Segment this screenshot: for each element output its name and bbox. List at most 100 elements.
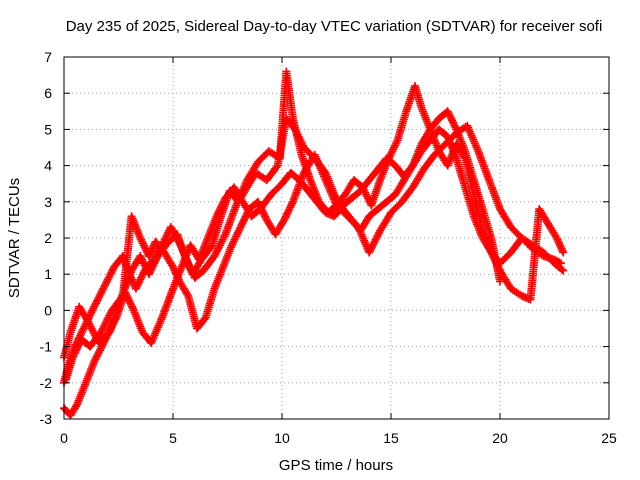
chart-title: Day 235 of 2025, Sidereal Day-to-day VTE… bbox=[66, 18, 603, 35]
data-point bbox=[91, 300, 100, 309]
y-tick-label: 6 bbox=[44, 85, 52, 101]
data-point bbox=[95, 348, 104, 357]
data-point bbox=[216, 205, 225, 214]
data-point bbox=[444, 109, 453, 118]
data-point bbox=[255, 201, 264, 210]
data-point bbox=[137, 235, 146, 244]
data-point bbox=[555, 239, 564, 248]
data-point bbox=[259, 208, 268, 217]
y-tick-labels: -3 -2 -1 0 1 2 3 4 5 6 7 bbox=[40, 49, 53, 427]
data-point bbox=[384, 154, 393, 163]
data-point bbox=[367, 244, 376, 253]
data-point bbox=[460, 152, 469, 161]
data-point bbox=[100, 320, 109, 329]
data-point bbox=[272, 163, 281, 172]
data-point bbox=[559, 248, 568, 257]
x-tick-label: 25 bbox=[601, 430, 617, 446]
data-point bbox=[362, 190, 371, 199]
data-point bbox=[386, 150, 395, 159]
data-point bbox=[105, 311, 114, 320]
x-tick-label: 5 bbox=[169, 430, 177, 446]
data-point bbox=[108, 266, 117, 275]
data-point bbox=[448, 118, 457, 127]
data-point bbox=[282, 210, 291, 219]
data-point bbox=[385, 152, 394, 161]
data-point bbox=[147, 264, 156, 273]
axis-ticks bbox=[63, 56, 610, 420]
data-point bbox=[125, 297, 134, 306]
data-point bbox=[214, 243, 223, 252]
data-point bbox=[216, 203, 225, 212]
data-point bbox=[97, 328, 106, 337]
data-point bbox=[86, 322, 95, 331]
data-point bbox=[89, 304, 98, 313]
data-point bbox=[100, 282, 109, 291]
data-point bbox=[131, 284, 140, 293]
data-point bbox=[257, 205, 266, 214]
data-point bbox=[387, 148, 396, 157]
data-point bbox=[390, 143, 399, 152]
data-point bbox=[137, 253, 146, 262]
data-point bbox=[169, 262, 177, 271]
y-tick-label: 5 bbox=[44, 121, 52, 137]
data-point bbox=[367, 243, 376, 252]
data-point bbox=[97, 326, 106, 335]
data-point bbox=[96, 290, 105, 299]
data-point bbox=[106, 310, 115, 319]
data-point bbox=[138, 257, 147, 266]
data-point bbox=[487, 248, 496, 257]
data-point bbox=[135, 277, 144, 286]
data-point bbox=[148, 262, 157, 271]
data-point bbox=[173, 272, 182, 281]
data-point bbox=[124, 295, 133, 304]
x-tick-label: 20 bbox=[492, 430, 508, 446]
data-point bbox=[137, 273, 146, 282]
data-point bbox=[90, 302, 99, 311]
series-track-b bbox=[60, 125, 568, 420]
data-point bbox=[93, 351, 102, 360]
data-point bbox=[187, 266, 196, 275]
data-point bbox=[216, 239, 225, 248]
data-point bbox=[146, 248, 155, 257]
data-point bbox=[78, 326, 87, 335]
data-point bbox=[145, 268, 154, 277]
data-point bbox=[234, 226, 243, 235]
data-point bbox=[132, 282, 141, 291]
data-point bbox=[238, 219, 247, 228]
data-point bbox=[555, 241, 564, 250]
data-point bbox=[88, 326, 97, 335]
data-point bbox=[103, 315, 112, 324]
data-point bbox=[218, 235, 227, 244]
data-point bbox=[493, 261, 502, 270]
data-point bbox=[138, 239, 147, 248]
data-point bbox=[446, 112, 455, 121]
data-point bbox=[280, 215, 289, 224]
data-point bbox=[451, 123, 460, 132]
data-point bbox=[85, 320, 94, 329]
data-point bbox=[288, 199, 297, 208]
data-point bbox=[212, 212, 221, 221]
data-point bbox=[373, 232, 382, 241]
data-point bbox=[490, 255, 499, 264]
data-point bbox=[215, 206, 224, 215]
data-point bbox=[553, 235, 562, 244]
data-point bbox=[184, 261, 193, 270]
data-point bbox=[149, 261, 158, 270]
data-point bbox=[488, 250, 497, 259]
data-point bbox=[87, 308, 96, 317]
y-tick-label: -2 bbox=[40, 375, 53, 391]
y-tick-label: 1 bbox=[44, 266, 52, 282]
data-point bbox=[104, 273, 113, 282]
data-point bbox=[134, 279, 143, 288]
data-point bbox=[370, 237, 379, 246]
data-point bbox=[445, 110, 454, 119]
data-point bbox=[254, 199, 263, 208]
data-point bbox=[558, 246, 567, 255]
y-tick-label: 3 bbox=[44, 194, 52, 210]
data-point bbox=[260, 212, 269, 221]
y-axis-label: SDTVAR / TECUs bbox=[6, 178, 23, 298]
data-point bbox=[388, 147, 397, 156]
data-point bbox=[374, 230, 383, 239]
data-point bbox=[136, 234, 145, 242]
